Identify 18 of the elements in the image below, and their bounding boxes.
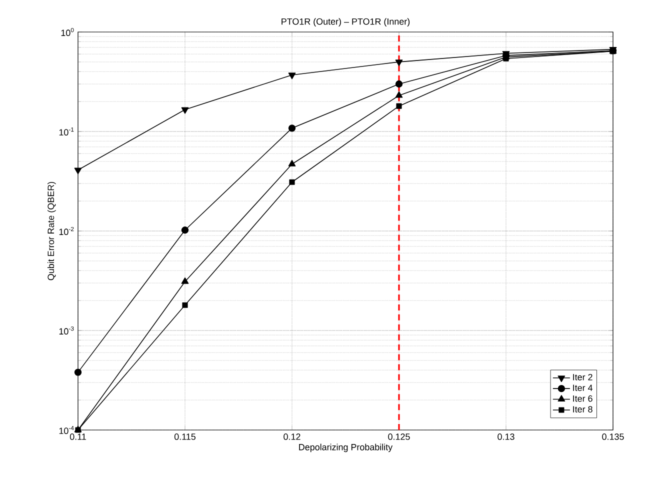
x-axis-title: Depolarizing Probability <box>299 444 393 452</box>
legend-label: Iter 2 <box>573 374 592 380</box>
y-axis-title: Qubit Error Rate (QBER) <box>47 182 56 280</box>
legend-label: Iter 8 <box>573 406 592 412</box>
y-tick-label: 10$^{-3}$ <box>59 326 74 335</box>
y-tick-label: 10$^{-4}$ <box>59 426 74 434</box>
y-tick-label: 10$^{0}$ <box>61 28 74 36</box>
x-tick-label: 0.11 <box>70 434 86 440</box>
x-tick-label: 0.135 <box>602 434 624 440</box>
legend-label: Iter 4 <box>573 384 592 391</box>
x-tick-label: 0.115 <box>174 434 196 440</box>
x-tick-label: 0.13 <box>498 434 514 440</box>
x-tick-label: 0.125 <box>388 434 410 440</box>
y-tick-label: 10$^{-2}$ <box>59 226 74 236</box>
legend-label: Iter 6 <box>573 395 592 402</box>
x-tick-label: 0.12 <box>284 434 300 440</box>
chart-title: PTO1R (Outer) – PTO1R (Inner) <box>282 18 410 26</box>
y-tick-label: 10$^{-1}$ <box>59 127 74 136</box>
